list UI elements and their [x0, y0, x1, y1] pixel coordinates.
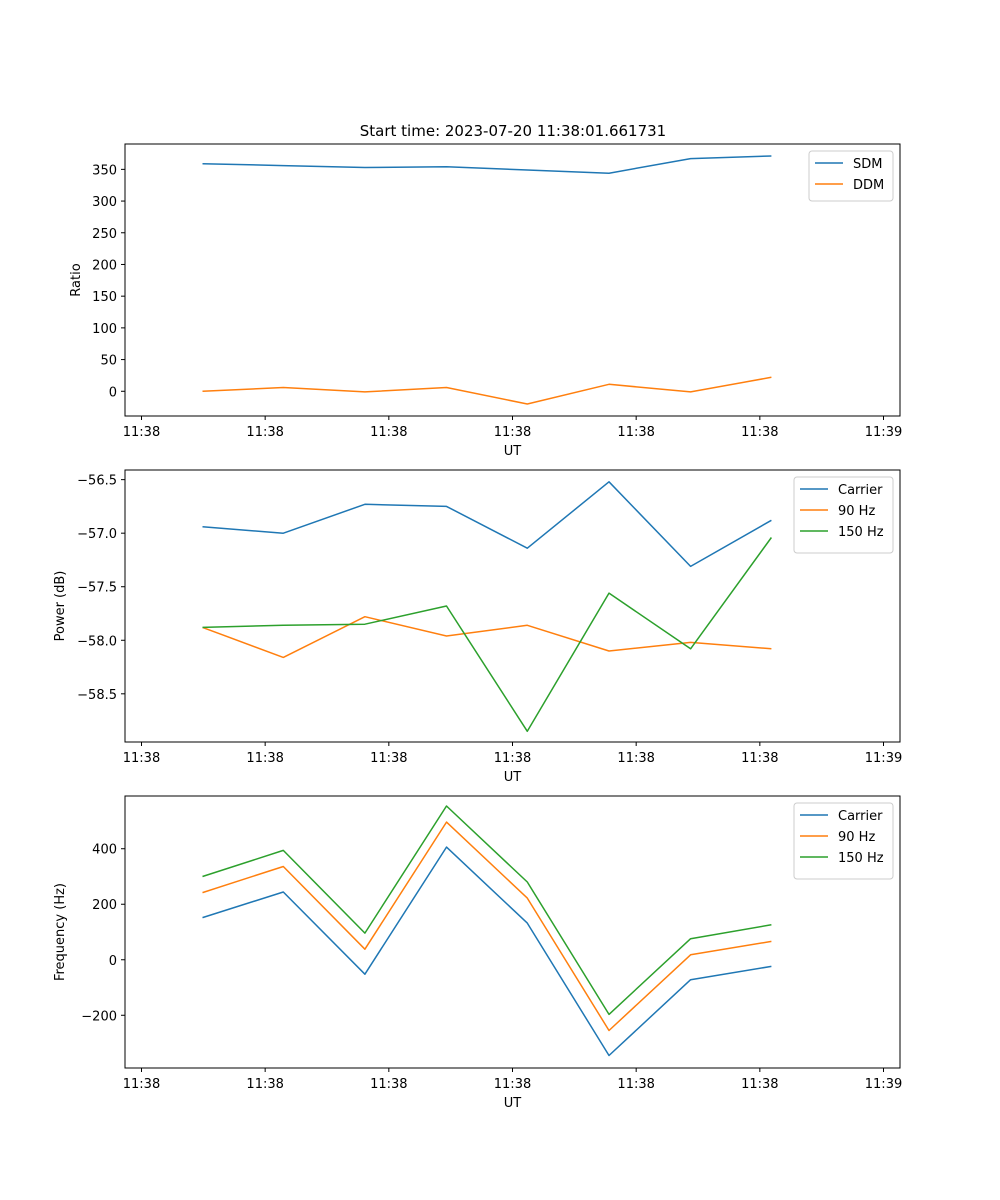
- y-axis-label: Frequency (Hz): [53, 883, 68, 981]
- legend-label: SDM: [853, 157, 882, 172]
- legend: Carrier 90 Hz 150 Hz: [793, 802, 894, 880]
- x-tick-label: 11:38: [370, 425, 407, 440]
- series-line-carrier: [202, 846, 772, 1057]
- x-tick-label: 11:38: [617, 425, 654, 440]
- axes-frame: [124, 795, 901, 1069]
- y-tick-label: 200: [92, 898, 117, 913]
- y-tick-label: 100: [92, 322, 117, 337]
- y-tick-label: −56.5: [77, 474, 117, 489]
- x-axis-label: UT: [504, 1096, 522, 1111]
- y-axis-label: Power (dB): [53, 571, 68, 642]
- x-tick-label: 11:38: [741, 1077, 778, 1092]
- x-tick-label: 11:38: [246, 751, 283, 766]
- x-tick-label: 11:38: [617, 751, 654, 766]
- y-tick-label: −58.5: [77, 688, 117, 703]
- y-tick-label: 200: [92, 258, 117, 273]
- figure-title: Start time: 2023-07-20 11:38:01.661731: [360, 122, 666, 140]
- legend-frame: [793, 476, 894, 554]
- y-tick-label: −57.0: [77, 527, 117, 542]
- x-tick-label: 11:38: [617, 1077, 654, 1092]
- y-tick-label: 0: [109, 385, 117, 400]
- legend-frame: [793, 802, 894, 880]
- y-tick-label: 50: [100, 354, 117, 369]
- y-tick-label: 350: [92, 163, 117, 178]
- x-tick-label: 11:38: [741, 751, 778, 766]
- legend: Carrier 90 Hz 150 Hz: [793, 476, 894, 554]
- y-tick-label: 150: [92, 290, 117, 305]
- series-line-150-hz: [202, 805, 772, 1016]
- charts-container: 11:38 11:38 11:38 11:38 11:38 11:38 11:39 0 50 10…: [53, 143, 902, 1111]
- chart-2: 11:38 11:38 11:38 11:38 11:38 11:38 11:39 −56.5…: [53, 469, 902, 785]
- x-tick-label: 11:38: [494, 1077, 531, 1092]
- x-tick-label: 11:38: [246, 425, 283, 440]
- x-tick-label: 11:38: [494, 751, 531, 766]
- legend-label: Carrier: [838, 483, 883, 498]
- series-line-150-hz: [202, 537, 773, 733]
- x-tick-label: 11:38: [123, 425, 160, 440]
- x-tick-label: 11:38: [123, 751, 160, 766]
- x-tick-label: 11:39: [865, 1077, 902, 1092]
- y-axis-label: Ratio: [69, 263, 84, 296]
- legend-label: 90 Hz: [838, 504, 875, 519]
- series-line-90-hz: [202, 615, 772, 659]
- legend: SDM DDM: [808, 150, 894, 202]
- x-tick-label: 11:39: [865, 425, 902, 440]
- x-tick-label: 11:38: [494, 425, 531, 440]
- chart-1: 11:38 11:38 11:38 11:38 11:38 11:38 11:39 0 50 10…: [69, 143, 902, 459]
- legend-label: DDM: [853, 178, 884, 193]
- y-tick-label: −200: [81, 1009, 117, 1024]
- y-tick-label: 0: [109, 954, 117, 969]
- legend-label: 150 Hz: [838, 525, 884, 540]
- x-tick-label: 11:38: [123, 1077, 160, 1092]
- x-tick-label: 11:38: [370, 751, 407, 766]
- legend-label: Carrier: [838, 809, 883, 824]
- y-tick-label: −58.0: [77, 634, 117, 649]
- x-tick-label: 11:38: [370, 1077, 407, 1092]
- axes-frame: [124, 469, 901, 743]
- legend-label: 150 Hz: [838, 851, 884, 866]
- y-tick-label: 250: [92, 227, 117, 242]
- x-tick-label: 11:38: [741, 425, 778, 440]
- y-tick-label: −57.5: [77, 581, 117, 596]
- axes-frame: [124, 143, 901, 417]
- series-line-90-hz: [202, 821, 772, 1032]
- x-axis-label: UT: [504, 770, 522, 785]
- chart-3: 11:38 11:38 11:38 11:38 11:38 11:38 11:39 400 20…: [53, 795, 902, 1111]
- series-line-sdm: [202, 155, 772, 174]
- legend-label: 90 Hz: [838, 830, 875, 845]
- y-tick-label: 400: [92, 843, 117, 858]
- y-tick-label: 300: [92, 195, 117, 210]
- x-tick-label: 11:38: [246, 1077, 283, 1092]
- series-line-carrier: [202, 481, 772, 568]
- x-tick-label: 11:39: [865, 751, 902, 766]
- x-axis-label: UT: [504, 444, 522, 459]
- series-line-ddm: [202, 376, 772, 405]
